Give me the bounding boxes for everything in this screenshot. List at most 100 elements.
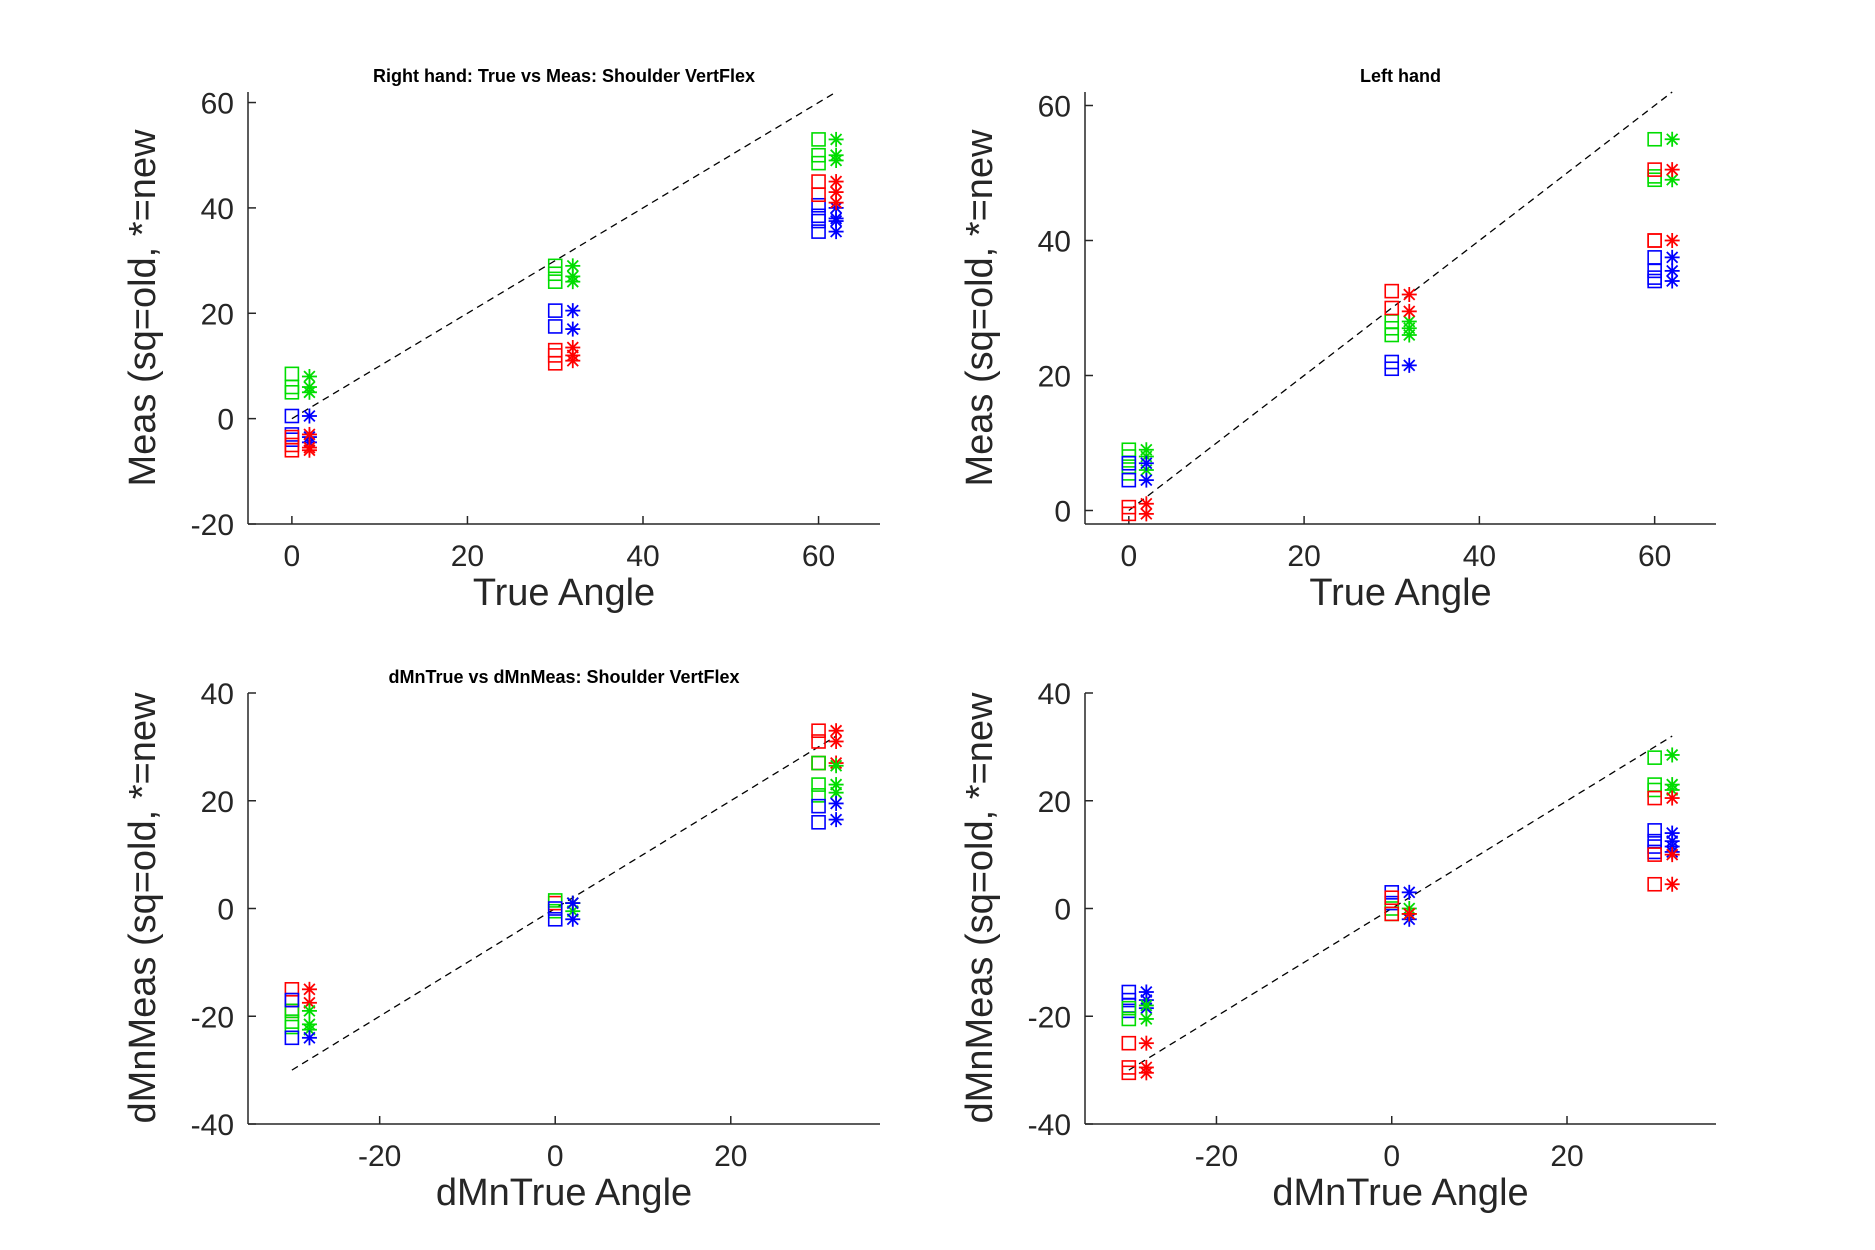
panel-right-hand-true-vs-meas: Right hand: True vs Meas: Shoulder VertF…	[122, 66, 880, 614]
y-axis-label: Meas (sq=old, *=new	[122, 129, 164, 487]
data-point-green-square	[811, 147, 826, 163]
y-tick-label: 0	[1054, 894, 1071, 927]
y-axis-label: dMnMeas (sq=old, *=new	[959, 692, 1001, 1123]
data-point-blue-square	[284, 992, 300, 1008]
data-point-blue-square	[1647, 273, 1662, 289]
data-point-green-square	[284, 379, 300, 395]
reference-line	[1128, 735, 1673, 1071]
data-point-green-square	[1384, 327, 1400, 343]
y-tick-label: 40	[1038, 226, 1071, 259]
data-point-green-square	[811, 755, 826, 771]
data-point-green-square	[811, 777, 826, 792]
data-point-green-square	[1647, 777, 1662, 792]
data-point-red-square	[1647, 162, 1662, 177]
data-point-blue-asterisk	[828, 812, 844, 828]
data-point-red-asterisk	[1664, 876, 1680, 892]
data-point-green-square	[547, 274, 563, 289]
y-tick-label: -40	[1028, 1109, 1071, 1142]
data-point-blue-square	[1121, 472, 1137, 488]
y-tick-label: -20	[191, 509, 234, 542]
data-point-red-asterisk	[1664, 162, 1680, 178]
data-point-red-square	[1121, 1065, 1137, 1081]
data-point-red-square	[1647, 876, 1662, 892]
data-point-blue-square	[547, 911, 563, 927]
data-point-green-square	[1121, 1011, 1137, 1027]
y-tick-label: 0	[1054, 496, 1071, 529]
data-point-blue-asterisk	[828, 224, 844, 240]
x-tick-label: 60	[1638, 540, 1671, 573]
data-point-blue-asterisk	[1138, 472, 1154, 488]
data-point-red-asterisk	[1138, 1065, 1154, 1081]
data-point-red-square	[547, 342, 563, 358]
data-point-blue-asterisk	[1401, 357, 1417, 373]
chart-title: Left hand	[1360, 66, 1441, 86]
y-tick-label: 20	[1038, 786, 1071, 819]
data-point-red-square	[1121, 506, 1137, 522]
data-point-red-square	[284, 982, 300, 997]
data-point-red-square	[811, 755, 826, 771]
data-point-blue-asterisk	[565, 911, 581, 927]
panel-right-hand-dmn: dMnTrue vs dMnMeas: Shoulder VertFlex dM…	[122, 667, 880, 1214]
x-tick-label: 0	[284, 540, 301, 573]
data-point-red-square	[1121, 1035, 1137, 1051]
data-point-red-square	[1384, 300, 1400, 316]
x-axis-label: dMnTrue Angle	[436, 1172, 692, 1214]
x-axis-label: True Angle	[473, 572, 655, 614]
data-point-red-asterisk	[828, 733, 844, 749]
data-point-blue-square	[1647, 839, 1662, 854]
data-point-blue-square	[1384, 361, 1400, 377]
data-point-red-asterisk	[1664, 847, 1680, 863]
data-point-green-square	[811, 155, 826, 171]
y-axis-label: dMnMeas (sq=old, *=new	[122, 692, 164, 1123]
data-point-red-asterisk	[565, 353, 581, 369]
data-point-red-asterisk	[1401, 287, 1417, 302]
data-point-red-square	[1647, 233, 1662, 248]
data-point-red-asterisk	[1138, 506, 1154, 522]
x-tick-label: 20	[714, 1140, 747, 1173]
data-point-green-asterisk	[565, 274, 581, 290]
data-point-green-square	[1647, 131, 1662, 147]
x-tick-label: 20	[451, 540, 484, 573]
data-point-green-asterisk	[1138, 1011, 1154, 1027]
data-point-green-square	[1647, 782, 1662, 798]
data-point-red-square	[811, 174, 826, 189]
data-point-red-asterisk	[828, 184, 844, 200]
x-axis-label: dMnTrue Angle	[1272, 1172, 1528, 1214]
data-point-green-square	[811, 788, 826, 803]
data-point-green-square	[547, 258, 563, 274]
y-tick-label: 20	[201, 786, 234, 819]
data-point-blue-asterisk	[565, 321, 581, 337]
data-point-blue-square	[811, 224, 826, 239]
data-point-blue-square	[547, 319, 563, 334]
data-point-red-square	[811, 734, 826, 749]
data-point-green-square	[284, 366, 300, 382]
y-tick-label: -40	[191, 1109, 234, 1142]
reference-line	[291, 735, 837, 1071]
data-point-green-asterisk	[828, 785, 844, 801]
data-point-red-asterisk	[301, 442, 317, 458]
data-point-red-asterisk	[1138, 496, 1154, 512]
x-tick-label: -20	[1195, 1140, 1238, 1173]
y-tick-label: 40	[201, 193, 234, 226]
chart-title: Right hand: True vs Meas: Shoulder VertF…	[373, 66, 755, 86]
panel-left-hand-dmn: dMnTrue Angle dMnMeas (sq=old, *=new -20…	[959, 678, 1716, 1214]
data-point-red-asterisk	[828, 195, 844, 211]
data-point-green-square	[284, 1003, 300, 1019]
data-point-red-square	[547, 356, 563, 371]
y-tick-label: -20	[1028, 1001, 1071, 1034]
y-tick-label: 0	[217, 894, 234, 927]
data-point-red-square	[811, 187, 826, 203]
x-tick-label: -20	[358, 1140, 401, 1173]
x-tick-label: 0	[1383, 1140, 1400, 1173]
data-point-green-asterisk	[828, 131, 844, 147]
y-axis-label: Meas (sq=old, *=new	[959, 129, 1001, 487]
x-tick-label: 40	[626, 540, 659, 573]
x-tick-label: 20	[1287, 540, 1320, 573]
data-point-red-square	[1647, 847, 1662, 862]
data-point-blue-square	[547, 303, 563, 318]
data-point-red-square	[547, 348, 563, 363]
data-point-blue-asterisk	[301, 408, 317, 424]
data-point-red-square	[1647, 790, 1662, 806]
data-point-red-asterisk	[1664, 233, 1680, 248]
data-point-blue-square	[811, 814, 826, 830]
